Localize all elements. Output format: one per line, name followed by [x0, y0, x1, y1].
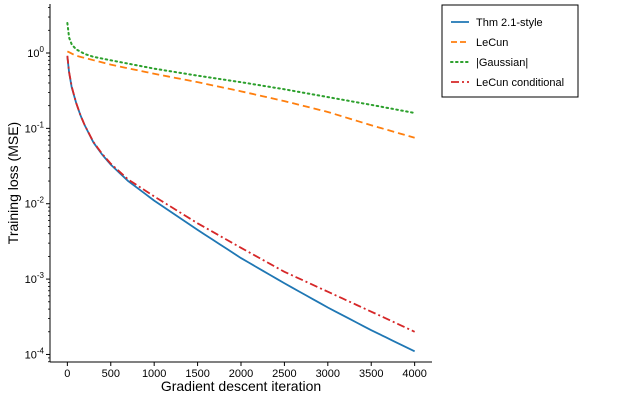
x-tick-label: 1500 — [185, 368, 209, 380]
legend-box — [441, 4, 579, 98]
series-line-0 — [66, 56, 416, 353]
axes — [49, 4, 432, 363]
x-tick-label: 4000 — [402, 368, 426, 380]
y-tick-label: 10-4 — [25, 346, 45, 361]
y-axis-title: Training loss (MSE) — [5, 122, 21, 244]
x-tick-label: 2000 — [229, 368, 253, 380]
legend-label-3: LeCun conditional — [476, 77, 564, 89]
legend-label-2: |Gaussian| — [476, 57, 528, 69]
x-tick-label: 2500 — [272, 368, 296, 380]
series-group — [66, 22, 416, 353]
x-tick-label: 1000 — [142, 368, 166, 380]
x-axis-title: Gradient descent iteration — [161, 378, 321, 394]
legend-label-1: LeCun — [476, 37, 508, 49]
legend: Thm 2.1-style LeCun |Gaussian| LeCun condit… — [441, 4, 579, 98]
x-tick-label: 3500 — [359, 368, 383, 380]
legend-label-0: Thm 2.1-style — [476, 17, 543, 29]
x-tick-label: 3000 — [316, 368, 340, 380]
series-line-2 — [66, 22, 416, 114]
x-tick-label: 500 — [102, 368, 120, 380]
y-tick-label: 10-2 — [25, 196, 45, 211]
series-line-3 — [66, 55, 416, 333]
x-tick-label: 0 — [64, 368, 70, 380]
y-tick-label: 100 — [27, 45, 44, 60]
series-line-1 — [66, 50, 415, 139]
ticks: 0 500 1000 1500 2000 2500 3000 3500 4000 100 10-1 1… — [25, 7, 427, 380]
y-tick-label: 10-3 — [25, 271, 45, 286]
y-tick-label: 10-1 — [25, 120, 45, 135]
